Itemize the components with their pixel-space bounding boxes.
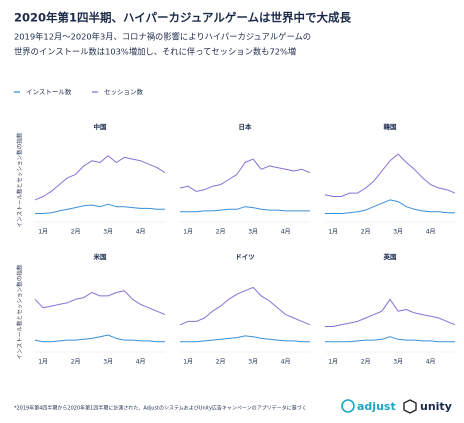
panel-title: 英国: [383, 252, 398, 261]
x-tick-label: 2月: [361, 229, 371, 236]
footnote: *2019年第4四半期から2020年第1四半期に計測された、Adjustのシステ…: [14, 405, 307, 412]
y-axis-label: インストール数とセッション数の指数: [16, 264, 24, 359]
adjust-logo: adjust: [357, 400, 396, 413]
x-tick-label: 3月: [103, 359, 113, 366]
series-line: [180, 335, 310, 343]
x-tick-label: 2月: [216, 229, 226, 236]
x-tick-label: 3月: [248, 229, 258, 236]
x-tick-label: 2月: [71, 229, 81, 236]
x-tick-label: 4月: [136, 359, 146, 366]
series-line: [34, 334, 165, 343]
x-tick-label: 3月: [393, 229, 403, 236]
series-line: [325, 199, 455, 214]
legend: インストール数 セッション数: [14, 87, 144, 96]
x-tick-label: 3月: [393, 359, 403, 366]
x-tick-label: 1月: [328, 229, 338, 236]
x-tick-label: 2月: [361, 359, 371, 366]
x-tick-label: 3月: [248, 359, 258, 366]
x-tick-label: 4月: [426, 359, 436, 366]
x-tick-label: 4月: [426, 229, 436, 236]
panel-title: 韓国: [384, 122, 398, 131]
series-line: [35, 203, 165, 214]
x-tick-label: 2月: [71, 359, 81, 366]
panel-title: ドイツ: [235, 253, 255, 261]
series-line: [179, 286, 311, 326]
series-line: [34, 290, 166, 316]
x-tick-label: 1月: [38, 359, 48, 366]
legend-label: インストール数: [26, 87, 72, 96]
subtitle-line: 2019年12月〜2020年3月、コロナ禍の影響によりハイパーカジュアルゲームの: [14, 32, 311, 42]
unity-icon: [403, 399, 417, 414]
series-line: [324, 153, 456, 197]
x-tick-label: 4月: [281, 229, 291, 236]
panel-title: 米国: [94, 252, 108, 261]
adjust-icon: [341, 399, 355, 413]
x-tick-label: 4月: [136, 229, 146, 236]
series-line: [34, 155, 166, 201]
legend-label: セッション数: [104, 87, 144, 96]
subtitle-line: 世界のインストール数は103%増加し、それに伴ってセッション数も72%増: [14, 47, 296, 57]
unity-logo: unity: [420, 400, 452, 413]
x-tick-label: 2月: [216, 359, 226, 366]
series-line: [325, 298, 456, 327]
series-line: [325, 336, 455, 343]
x-tick-label: 1月: [183, 359, 193, 366]
panel-title: 中国: [94, 122, 108, 131]
y-axis-label: インストール数とセッション数の指数: [16, 132, 24, 227]
x-tick-label: 4月: [281, 359, 291, 366]
panel-title: 日本: [239, 122, 253, 131]
x-tick-label: 1月: [183, 229, 193, 236]
title: 2020年第1四半期、ハイパーカジュアルゲームは世界中で大成長: [14, 11, 352, 25]
series-line: [180, 206, 310, 213]
x-tick-label: 3月: [103, 229, 113, 236]
series-line: [179, 158, 311, 192]
x-tick-label: 1月: [328, 359, 338, 366]
x-tick-label: 1月: [38, 229, 48, 236]
